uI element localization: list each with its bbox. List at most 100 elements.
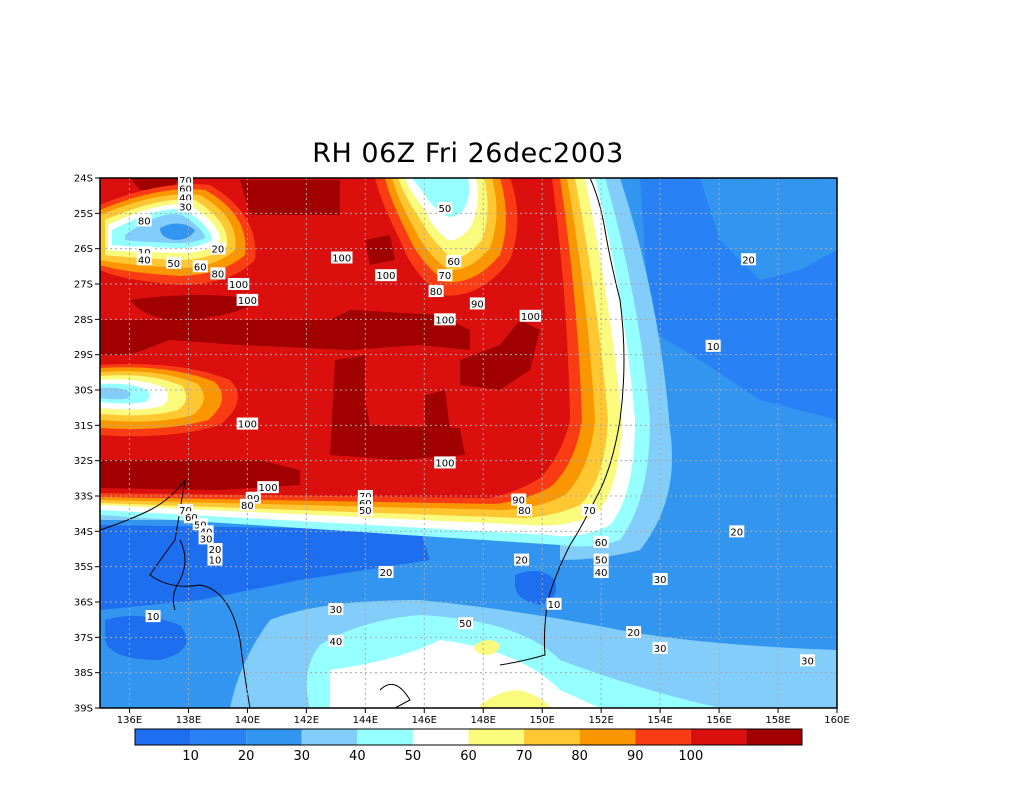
colorbar-frame [134,728,803,746]
x-tick-label: 148E [471,715,496,726]
svg-text:80: 80 [241,501,254,512]
x-tick-label: 156E [706,715,731,726]
contour-label: 20 [378,565,394,579]
contour-label: 100 [236,293,259,307]
svg-text:50: 50 [167,259,180,270]
contour-label: 60 [446,255,462,268]
y-tick-label: 39S [74,704,93,715]
colorbar-swatch [690,729,747,745]
svg-text:50: 50 [359,506,372,517]
colorbar-swatch [635,729,691,745]
coastline [100,178,625,708]
contour-label: 80 [239,498,255,512]
contour-label: 20 [207,543,223,556]
x-tick-label: 144E [353,715,378,726]
svg-text:20: 20 [212,245,225,256]
y-tick-label: 34S [74,527,93,538]
colorbar-swatch [579,729,636,745]
svg-text:80: 80 [430,287,443,298]
svg-text:40: 40 [329,637,342,648]
contour-label: 20 [741,253,757,266]
colorbar-swatch [524,729,580,745]
colorbar-swatch [468,729,525,745]
colorbar-swatch [412,729,469,745]
y-tick-label: 32S [74,456,93,467]
x-tick-label: 136E [117,715,142,726]
contour-label: 100 [330,251,353,265]
x-tick-label: 140E [235,715,260,726]
svg-text:20: 20 [515,556,528,567]
y-tick-label: 24S [74,174,93,185]
svg-text:40: 40 [595,568,608,579]
contour-label: 100 [434,313,456,326]
colorbar-swatch [190,729,247,745]
contour-label: 40 [136,253,152,266]
contour-label: 40 [593,565,609,579]
y-tick-label: 25S [74,209,93,220]
colorbar-label: 100 [678,749,703,764]
svg-text:70: 70 [439,271,452,282]
contour-label: 10 [145,610,161,623]
contour-label: 20 [729,525,745,538]
svg-text:60: 60 [179,185,192,196]
contour-label: 80 [136,214,152,227]
y-tick-label: 27S [74,280,93,291]
svg-text:100: 100 [332,254,351,265]
colorbar-label: 60 [460,749,477,764]
contour-label: 80 [210,267,226,280]
colorbar-swatch [357,729,413,745]
colorbar-label: 40 [349,749,366,764]
y-tick-label: 36S [74,598,93,609]
contour-label: 20 [626,626,642,639]
x-tick-label: 154E [647,715,672,726]
contour-label: 100 [257,481,279,494]
rh-field [100,178,837,708]
contour-label: 60 [593,535,609,549]
y-axis-ticks: 24S 25S 26S 27S 28S 29S 30S 31S 32S 33S 34S 35S 36S 3… [74,174,100,715]
svg-text:70: 70 [583,506,596,517]
contour-label: 50 [458,617,474,630]
contour-label: 50 [593,553,609,567]
svg-text:20: 20 [730,527,743,538]
y-tick-label: 26S [74,244,93,255]
contour-label: 10 [546,597,562,611]
contour-label: 50 [166,256,182,270]
colorbar-label: 90 [627,749,644,764]
y-tick-label: 28S [74,315,93,326]
y-tick-label: 35S [74,562,93,573]
svg-text:60: 60 [595,538,608,549]
contour-label: 50 [437,202,453,215]
colorbar: 10 20 30 40 50 60 70 80 90 100 [134,728,803,764]
svg-text:80: 80 [518,506,531,517]
svg-text:100: 100 [376,271,395,282]
svg-text:10: 10 [209,556,222,567]
contour-label: 30 [328,603,344,616]
colorbar-swatch [246,729,302,745]
contour-label: 30 [198,532,214,545]
svg-text:50: 50 [439,204,452,215]
svg-text:50: 50 [459,619,472,630]
contour-label: 100 [227,278,250,291]
contour-label: 80 [428,285,444,298]
contour-label: 20 [210,242,226,256]
contour-label: 50 [357,504,373,517]
svg-text:30: 30 [801,656,814,667]
colorbar-label: 50 [405,749,422,764]
svg-text:100: 100 [229,280,248,291]
svg-text:30: 30 [329,605,342,616]
y-tick-label: 38S [74,668,93,679]
svg-text:80: 80 [138,216,151,227]
x-tick-label: 152E [588,715,613,726]
svg-text:20: 20 [380,568,393,579]
svg-text:60: 60 [447,257,460,268]
y-tick-label: 33S [74,492,93,503]
contour-label: 10 [705,339,721,353]
colorbar-swatch [746,729,802,745]
contour-label: 80 [517,504,533,517]
contour-label: 100 [434,456,456,469]
svg-text:100: 100 [435,315,454,326]
plot-frame [99,177,838,709]
colorbar-label: 80 [571,749,588,764]
contour-label: 30 [652,573,668,586]
